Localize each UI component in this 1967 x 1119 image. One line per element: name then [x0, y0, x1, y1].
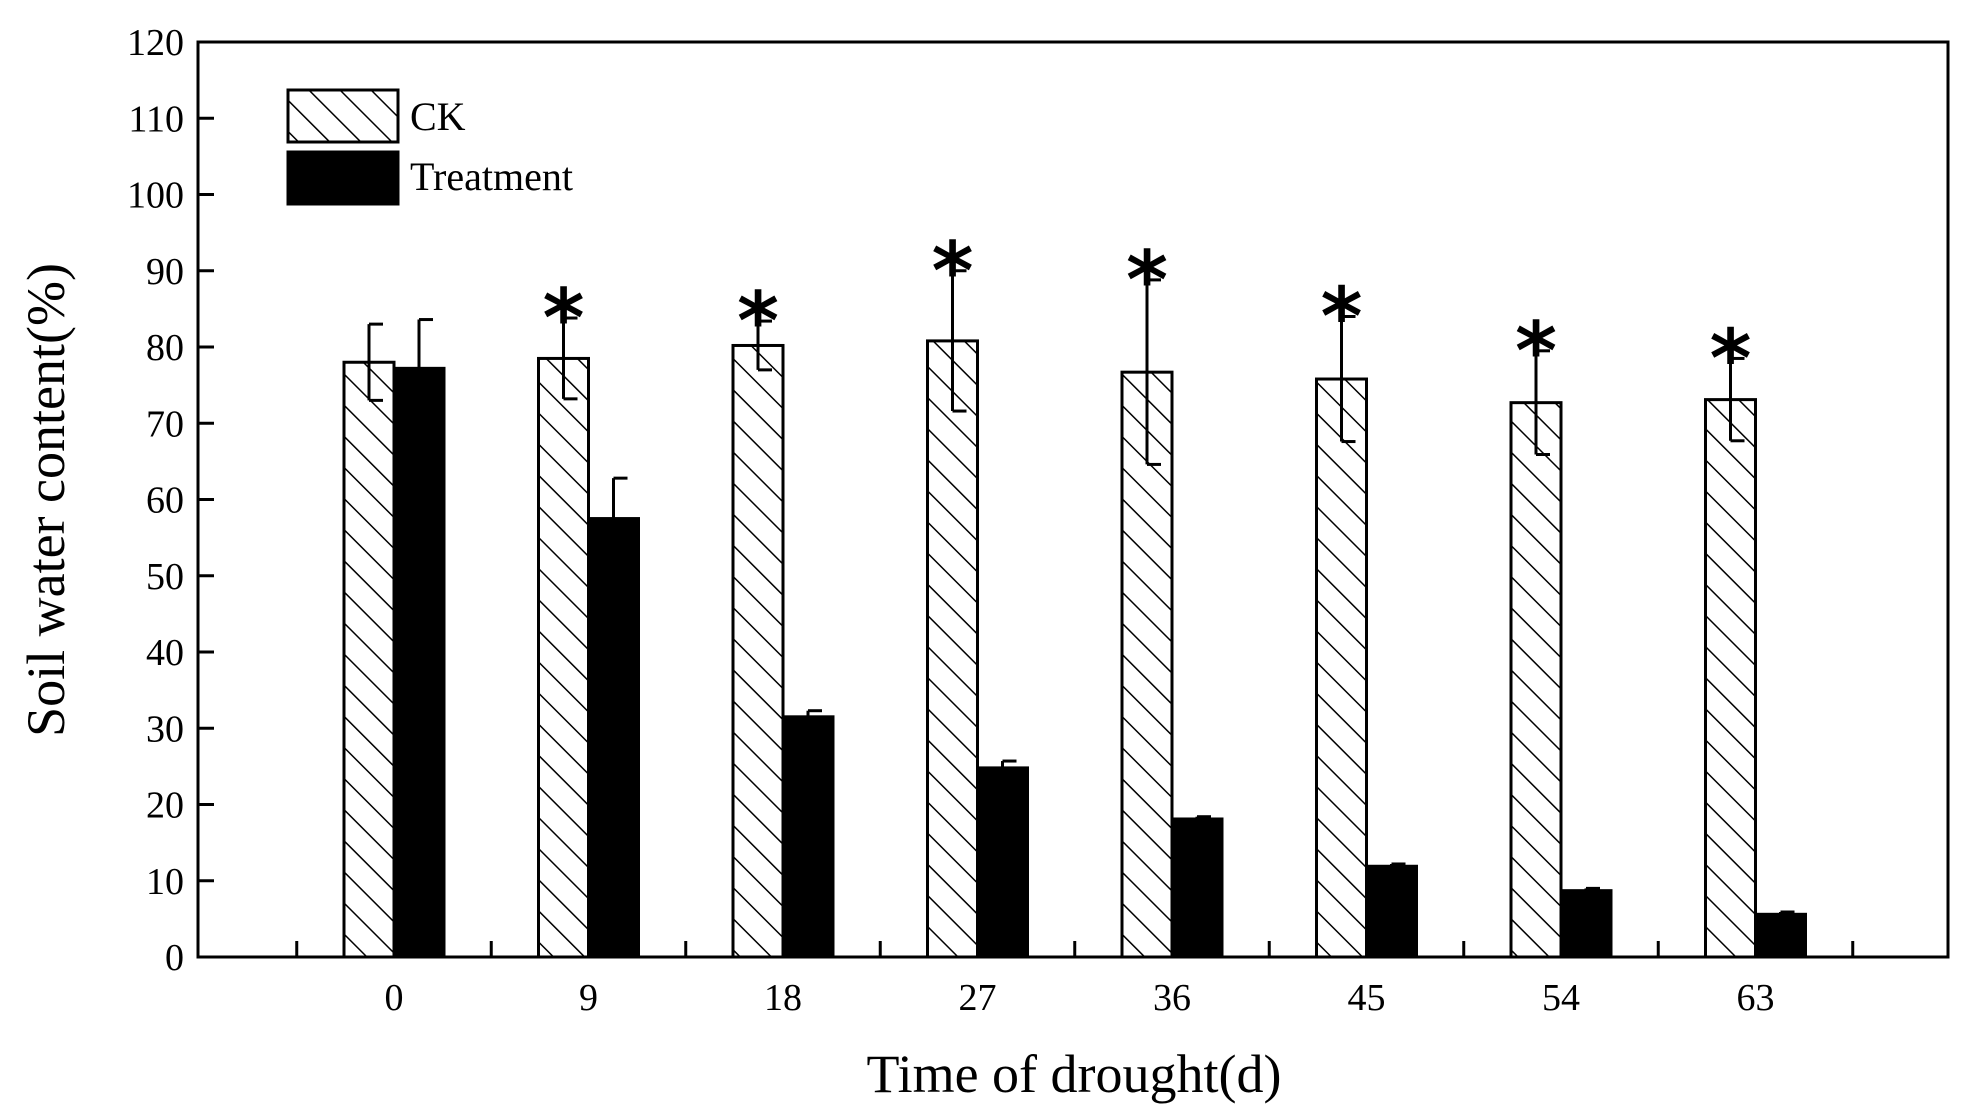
bar-treatment-63 — [1754, 912, 1807, 959]
y-tick-label: 10 — [146, 861, 184, 903]
significance-markers: * * * * * * * — [543, 225, 1752, 406]
bar-treatment-0 — [392, 366, 446, 959]
y-tick-label: 30 — [146, 708, 184, 750]
x-tick-label: 63 — [1737, 977, 1775, 1019]
y-tick-label: 40 — [146, 632, 184, 674]
significance-star-45: * — [1321, 271, 1363, 364]
significance-star-63: * — [1710, 312, 1752, 405]
x-tick-label: 18 — [764, 977, 802, 1019]
bar-treatment-36 — [1170, 817, 1224, 959]
significance-star-9: * — [543, 272, 585, 365]
x-tick-label: 9 — [579, 977, 598, 1019]
bar-treatment-27 — [976, 766, 1029, 959]
bar-treatment-18 — [781, 715, 835, 959]
legend: CK Treatment — [286, 88, 573, 206]
x-tick-label: 45 — [1348, 977, 1386, 1019]
y-tick-label: 0 — [165, 937, 184, 979]
x-tick-label: 0 — [385, 977, 404, 1019]
bar-ck-18 — [731, 343, 785, 959]
legend-swatch-ck — [286, 88, 400, 144]
bar-ck-36 — [1120, 370, 1174, 959]
x-tick-label: 36 — [1153, 977, 1191, 1019]
bar-treatment-45 — [1365, 864, 1418, 959]
error-bars-group — [367, 269, 1795, 919]
y-tick-label: 90 — [146, 251, 184, 293]
x-axis: 0 9 18 27 36 45 54 63 — [295, 941, 1855, 1019]
x-tick-label: 54 — [1542, 977, 1580, 1019]
legend-label-ck: CK — [410, 94, 466, 139]
significance-star-18: * — [737, 275, 779, 368]
bar-ck-0 — [342, 360, 396, 959]
legend-swatch-treatment — [286, 150, 400, 206]
bar-treatment-54 — [1559, 889, 1613, 959]
y-tick-label: 80 — [146, 327, 184, 369]
bar-treatment-9 — [587, 517, 640, 959]
y-tick-label: 110 — [128, 98, 184, 140]
bar-ck-45 — [1315, 377, 1368, 959]
x-axis-title: Time of drought(d) — [867, 1044, 1282, 1104]
x-tick-label: 27 — [959, 977, 997, 1019]
bar-ck-54 — [1509, 401, 1563, 959]
y-tick-label: 60 — [146, 480, 184, 522]
bar-ck-27 — [926, 339, 979, 959]
legend-label-treatment: Treatment — [410, 154, 573, 199]
bar-ck-63 — [1704, 398, 1757, 959]
bar-ck-9 — [537, 356, 590, 959]
y-axis: 0 10 20 30 40 50 60 70 80 90 100 110 120 — [127, 22, 214, 979]
y-tick-label: 70 — [146, 403, 184, 445]
y-tick-label: 20 — [146, 785, 184, 827]
significance-star-54: * — [1515, 305, 1557, 398]
y-axis-title: Soil water content(%) — [16, 263, 76, 737]
y-tick-label: 100 — [127, 175, 184, 217]
significance-star-27: * — [932, 225, 974, 318]
y-tick-label: 50 — [146, 556, 184, 598]
y-tick-label: 120 — [127, 22, 184, 64]
bars-group — [342, 339, 1807, 959]
significance-star-36: * — [1126, 234, 1168, 327]
